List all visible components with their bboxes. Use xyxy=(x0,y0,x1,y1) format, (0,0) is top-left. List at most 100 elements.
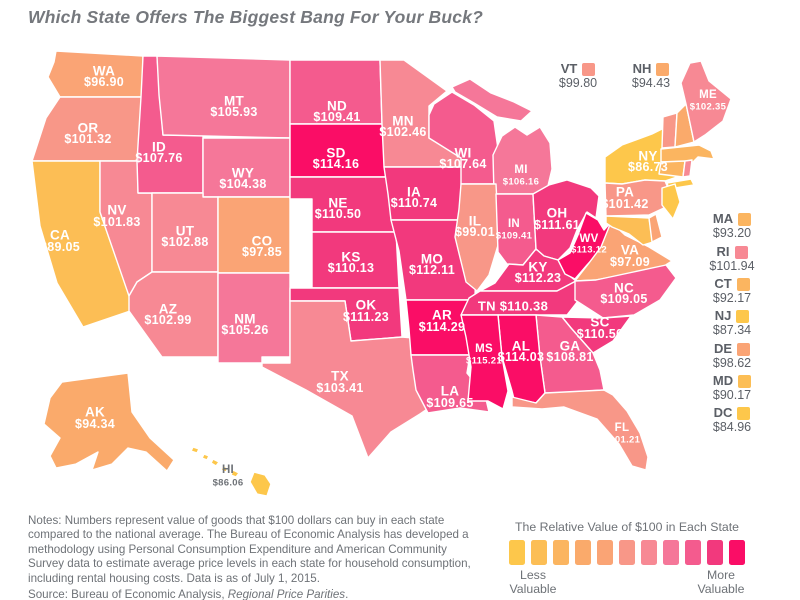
state-abbr-NC: NC xyxy=(614,281,634,296)
state-value-MO: $112.11 xyxy=(409,263,455,277)
less-valuable-label: Less Valuable xyxy=(509,568,557,596)
state-shape-DE xyxy=(648,213,663,243)
state-shape-HI-part2 xyxy=(201,453,210,461)
state-shape-HI-part4 xyxy=(220,465,229,473)
state-value-ME: $102.35 xyxy=(690,102,727,113)
state-value-ND: $109.41 xyxy=(313,110,360,124)
state-abbr-WV: WV xyxy=(579,233,598,245)
callout-swatch-CT xyxy=(736,277,750,291)
scale-swatch-5 xyxy=(597,540,613,565)
callout-swatch-NH xyxy=(656,62,670,76)
source-suffix: . xyxy=(345,587,349,600)
state-shape-TX xyxy=(261,300,443,459)
color-scale-legend: The Relative Value of $100 in Each State… xyxy=(500,520,754,597)
state-abbr-MI: MI xyxy=(514,164,527,176)
callout-swatch-RI xyxy=(734,245,748,259)
callout-abbr-MA: MA xyxy=(712,211,734,226)
state-value-TX: $103.41 xyxy=(316,381,363,395)
callout-value-NJ: $87.34 xyxy=(712,323,752,337)
state-value-NC: $109.05 xyxy=(600,292,647,306)
callout-abbr-VT: VT xyxy=(560,61,578,76)
callout-swatch-MA xyxy=(738,212,752,226)
callout-value-DC: $84.96 xyxy=(712,420,752,434)
state-abbr-AK: AK xyxy=(85,405,105,420)
scale-swatch-10 xyxy=(707,540,723,565)
state-value-IA: $110.74 xyxy=(391,196,438,210)
state-abbr-CA: CA xyxy=(50,228,70,243)
state-shape-MS xyxy=(460,314,509,410)
state-shape-NC xyxy=(574,264,677,319)
state-abbr-SD: SD xyxy=(326,146,345,161)
color-scale-swatches xyxy=(500,540,754,565)
more-valuable-label: More Valuable xyxy=(697,568,745,596)
callout-DC: DC $84.96 xyxy=(686,405,778,435)
state-value-SC: $110.50 xyxy=(577,327,624,341)
state-value-LA: $109.65 xyxy=(426,396,473,410)
state-value-AZ: $102.99 xyxy=(144,313,191,327)
scale-swatch-1 xyxy=(509,540,525,565)
state-value-SD: $114.16 xyxy=(313,157,360,171)
notes-block: Notes: Numbers represent value of goods … xyxy=(28,514,486,600)
source-italic: Regional Price Parities xyxy=(227,587,346,600)
state-abbr-ME: ME xyxy=(699,89,717,101)
state-abbr-NE: NE xyxy=(328,196,347,211)
callout-label-row-DE: DE xyxy=(686,342,778,356)
state-value-WA: $96.90 xyxy=(84,75,124,89)
callout-MD: MD $90.17 xyxy=(686,374,778,402)
state-value-MI: $106.16 xyxy=(503,177,539,188)
state-shape-HI-part5 xyxy=(230,469,240,478)
scale-swatch-7 xyxy=(641,540,657,565)
state-value-KS: $110.13 xyxy=(328,261,375,275)
state-shape-HI-part3 xyxy=(210,458,220,467)
state-shape-MI xyxy=(492,126,553,195)
callout-label-row-CT: CT xyxy=(686,277,778,291)
state-abbr-NY: NY xyxy=(638,149,657,164)
callout-swatch-DC xyxy=(737,406,751,420)
state-abbr-WA: WA xyxy=(93,64,115,79)
scale-swatch-3 xyxy=(553,540,569,565)
state-abbr-WI: WI xyxy=(454,146,471,161)
state-abbr-HI: HI xyxy=(222,464,234,476)
state-abbr-IL: IL xyxy=(469,214,482,229)
state-shape-IA xyxy=(383,166,470,221)
callout-abbr-DC: DC xyxy=(713,405,733,420)
source-line: Source: Bureau of Economic Analysis, Reg… xyxy=(28,588,486,600)
callout-VT: VT $99.80 xyxy=(532,61,624,91)
state-value-OR: $101.32 xyxy=(64,132,111,146)
page-title: Which State Offers The Biggest Bang For … xyxy=(28,7,484,27)
state-value-MS: $115.21 xyxy=(466,356,502,367)
state-abbr-MN: MN xyxy=(392,114,414,129)
state-abbr-NV: NV xyxy=(107,203,126,218)
callout-label-row-RI: RI xyxy=(686,245,778,259)
state-value-FL: $101.21 xyxy=(604,435,641,446)
state-shape-FL xyxy=(511,389,649,471)
callout-abbr-RI: RI xyxy=(716,244,730,259)
state-abbr-WY: WY xyxy=(232,166,254,181)
callout-swatch-NJ xyxy=(736,309,750,323)
state-value-MN: $102.46 xyxy=(379,125,426,139)
state-shape-NM xyxy=(217,272,291,364)
state-abbr-CO: CO xyxy=(252,234,273,249)
source-prefix: Source: Bureau of Economic Analysis, xyxy=(28,587,228,600)
state-abbr-MO: MO xyxy=(421,252,443,267)
state-value-UT: $102.88 xyxy=(161,235,208,249)
state-value-AK: $94.34 xyxy=(75,417,115,431)
callout-value-MA: $93.20 xyxy=(712,226,752,240)
callout-CT: CT $92.17 xyxy=(686,277,778,306)
state-value-HI: $86.06 xyxy=(213,478,244,489)
callout-value-RI: $101.94 xyxy=(709,259,755,273)
state-value-AL: $114.03 xyxy=(498,350,545,364)
state-abbr-GA: GA xyxy=(560,339,581,354)
state-value-CO: $97.85 xyxy=(242,245,282,259)
callout-value-DE: $98.62 xyxy=(712,356,752,370)
state-abbr-UT: UT xyxy=(176,224,195,239)
state-abbr-NM: NM xyxy=(234,312,256,327)
state-abbr-AR: AR xyxy=(432,308,452,323)
callout-NJ: NJ $87.34 xyxy=(686,309,778,338)
state-abbr-TX: TX xyxy=(331,369,349,384)
color-scale-endpoint-labels: Less Valuable More Valuable xyxy=(500,568,754,597)
callout-swatch-DE xyxy=(737,342,751,356)
state-shape-RI xyxy=(682,159,693,178)
callout-value-CT: $92.17 xyxy=(712,291,752,305)
callout-abbr-DE: DE xyxy=(713,341,733,356)
